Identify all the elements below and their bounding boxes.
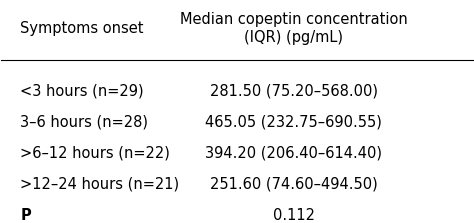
Text: P: P (20, 208, 31, 223)
Text: >6–12 hours (n=22): >6–12 hours (n=22) (20, 145, 170, 160)
Text: 251.60 (74.60–494.50): 251.60 (74.60–494.50) (210, 177, 377, 192)
Text: >12–24 hours (n=21): >12–24 hours (n=21) (20, 177, 179, 192)
Text: 3–6 hours (n=28): 3–6 hours (n=28) (20, 114, 148, 129)
Text: 281.50 (75.20–568.00): 281.50 (75.20–568.00) (210, 83, 378, 98)
Text: 465.05 (232.75–690.55): 465.05 (232.75–690.55) (205, 114, 382, 129)
Text: <3 hours (n=29): <3 hours (n=29) (20, 83, 144, 98)
Text: 0.112: 0.112 (273, 208, 315, 223)
Text: 394.20 (206.40–614.40): 394.20 (206.40–614.40) (205, 145, 382, 160)
Text: Median copeptin concentration
(IQR) (pg/mL): Median copeptin concentration (IQR) (pg/… (180, 12, 408, 45)
Text: Symptoms onset: Symptoms onset (20, 21, 144, 36)
